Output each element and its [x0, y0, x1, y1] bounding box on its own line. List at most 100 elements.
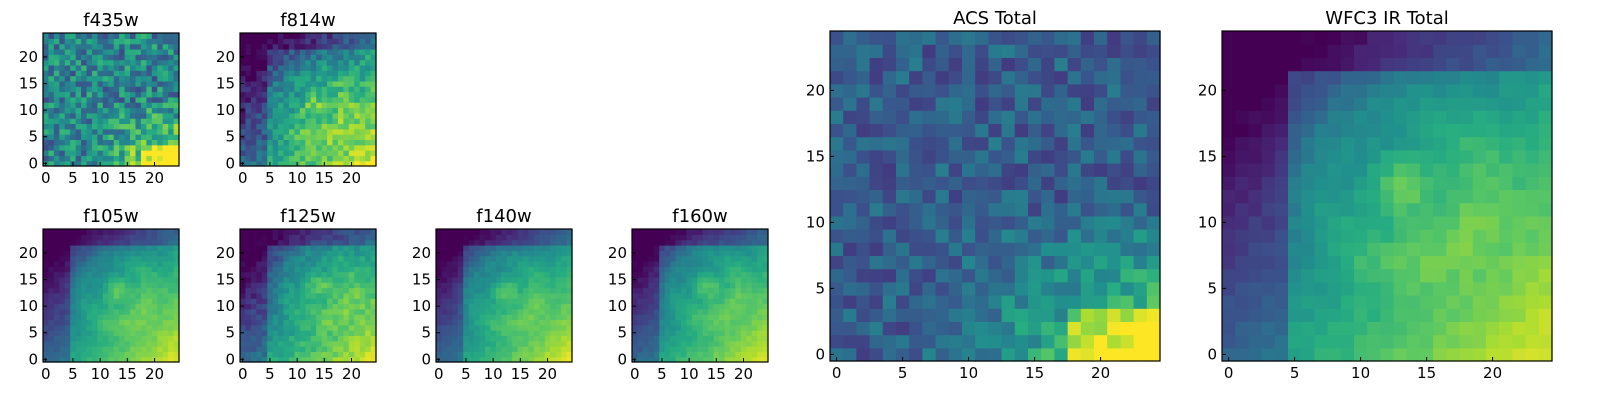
- heatmap-cell: [97, 64, 104, 71]
- heatmap-cell: [272, 303, 279, 310]
- heatmap-cell: [119, 266, 126, 273]
- heatmap-cell: [1146, 70, 1161, 85]
- heatmap-cell: [909, 70, 923, 85]
- heatmap-cell: [173, 86, 180, 93]
- heatmap-cell: [250, 102, 257, 109]
- heatmap-cell: [664, 335, 671, 342]
- heatmap-cell: [1146, 215, 1161, 230]
- heatmap-cell: [278, 118, 285, 125]
- heatmap-cell: [97, 134, 104, 140]
- heatmap-cell: [1367, 163, 1381, 177]
- heatmap-cell: [1001, 334, 1016, 349]
- heatmap-cell: [935, 31, 950, 45]
- heatmap-cell: [86, 234, 93, 241]
- heatmap-cell: [1354, 295, 1368, 309]
- heatmap-cell: [517, 303, 524, 310]
- heatmap-cell: [1314, 321, 1329, 336]
- heatmap-cell: [91, 118, 98, 125]
- heatmap-cell: [1120, 334, 1135, 349]
- heatmap-cell: [1133, 189, 1148, 204]
- heatmap-cell: [370, 48, 377, 55]
- heatmap-cell: [830, 31, 844, 45]
- heatmap-cell: [446, 260, 453, 267]
- heatmap-cell: [517, 271, 524, 278]
- heatmap-cell: [86, 314, 93, 321]
- heatmap-cell: [762, 324, 769, 331]
- heatmap-cell: [670, 255, 677, 262]
- heatmap-cell: [305, 234, 312, 241]
- heatmap-cell: [370, 107, 377, 114]
- x-tick-label: 15: [1025, 364, 1044, 382]
- heatmap-cell: [1107, 83, 1121, 98]
- heatmap-cell: [523, 340, 530, 347]
- heatmap-cell: [261, 59, 268, 66]
- heatmap-cell: [653, 287, 660, 294]
- heatmap-cell: [501, 346, 508, 352]
- heatmap-cell: [119, 33, 126, 39]
- heatmap-cell: [278, 70, 285, 77]
- heatmap-cell: [539, 287, 546, 294]
- heatmap-cell: [102, 276, 109, 283]
- heatmap-cell: [261, 54, 268, 61]
- heatmap-cell: [48, 340, 55, 347]
- heatmap-cell: [135, 70, 142, 77]
- heatmap-cell: [348, 314, 355, 321]
- heatmap-cell: [713, 287, 720, 294]
- heatmap-cell: [708, 314, 715, 321]
- heatmap-cell: [359, 282, 366, 289]
- heatmap-cell: [102, 118, 109, 125]
- heatmap-cell: [91, 356, 98, 363]
- heatmap-cell: [561, 340, 568, 347]
- heatmap-cell: [332, 255, 339, 262]
- heatmap-cell: [283, 128, 290, 135]
- heatmap-cell: [1301, 202, 1315, 217]
- heatmap-cell: [962, 70, 976, 85]
- heatmap-cell: [173, 287, 180, 294]
- heatmap-cell: [108, 48, 115, 55]
- heatmap-cell: [1120, 255, 1135, 270]
- heatmap-cell: [680, 340, 687, 347]
- heatmap-cell: [337, 314, 344, 321]
- heatmap-cell: [124, 38, 131, 45]
- heatmap-cell: [1235, 136, 1249, 151]
- heatmap-cell: [1327, 202, 1342, 217]
- heatmap-cell: [708, 324, 715, 331]
- heatmap-cell: [452, 266, 459, 273]
- x-tick-label: 15: [511, 365, 530, 383]
- heatmap-cell: [135, 356, 142, 363]
- heatmap-cell: [441, 335, 448, 342]
- heatmap-cell: [1525, 347, 1540, 362]
- heatmap-cell: [948, 176, 963, 190]
- heatmap-cell: [664, 234, 671, 241]
- heatmap-cell: [1248, 321, 1263, 336]
- heatmap-cell: [1486, 215, 1500, 230]
- heatmap-cell: [59, 160, 66, 167]
- heatmap-cell: [642, 266, 649, 273]
- heatmap-cell: [463, 255, 470, 262]
- heatmap-cell: [75, 282, 82, 289]
- heatmap-cell: [523, 319, 530, 326]
- heatmap-cell: [1222, 149, 1236, 164]
- heatmap-cell: [332, 128, 339, 135]
- heatmap-cell: [724, 234, 731, 241]
- heatmap-cell: [256, 234, 263, 241]
- heatmap-cell: [337, 287, 344, 294]
- heatmap-cell: [332, 276, 339, 283]
- heatmap-cell: [365, 234, 372, 241]
- heatmap-cell: [130, 330, 137, 336]
- heatmap-cell: [670, 260, 677, 267]
- heatmap-cell: [173, 150, 180, 156]
- heatmap-cell: [359, 91, 366, 98]
- heatmap-cell: [365, 308, 372, 315]
- heatmap-cell: [81, 234, 88, 241]
- heatmap-cell: [1393, 281, 1408, 296]
- heatmap-cell: [365, 48, 372, 55]
- heatmap-cell: [1340, 347, 1355, 362]
- heatmap-cell: [321, 155, 328, 162]
- heatmap-cell: [140, 144, 147, 151]
- heatmap-cell: [452, 340, 459, 347]
- heatmap-cell: [294, 266, 301, 273]
- heatmap-cell: [119, 314, 126, 321]
- heatmap-cell: [337, 123, 344, 130]
- heatmap-cell: [468, 346, 475, 352]
